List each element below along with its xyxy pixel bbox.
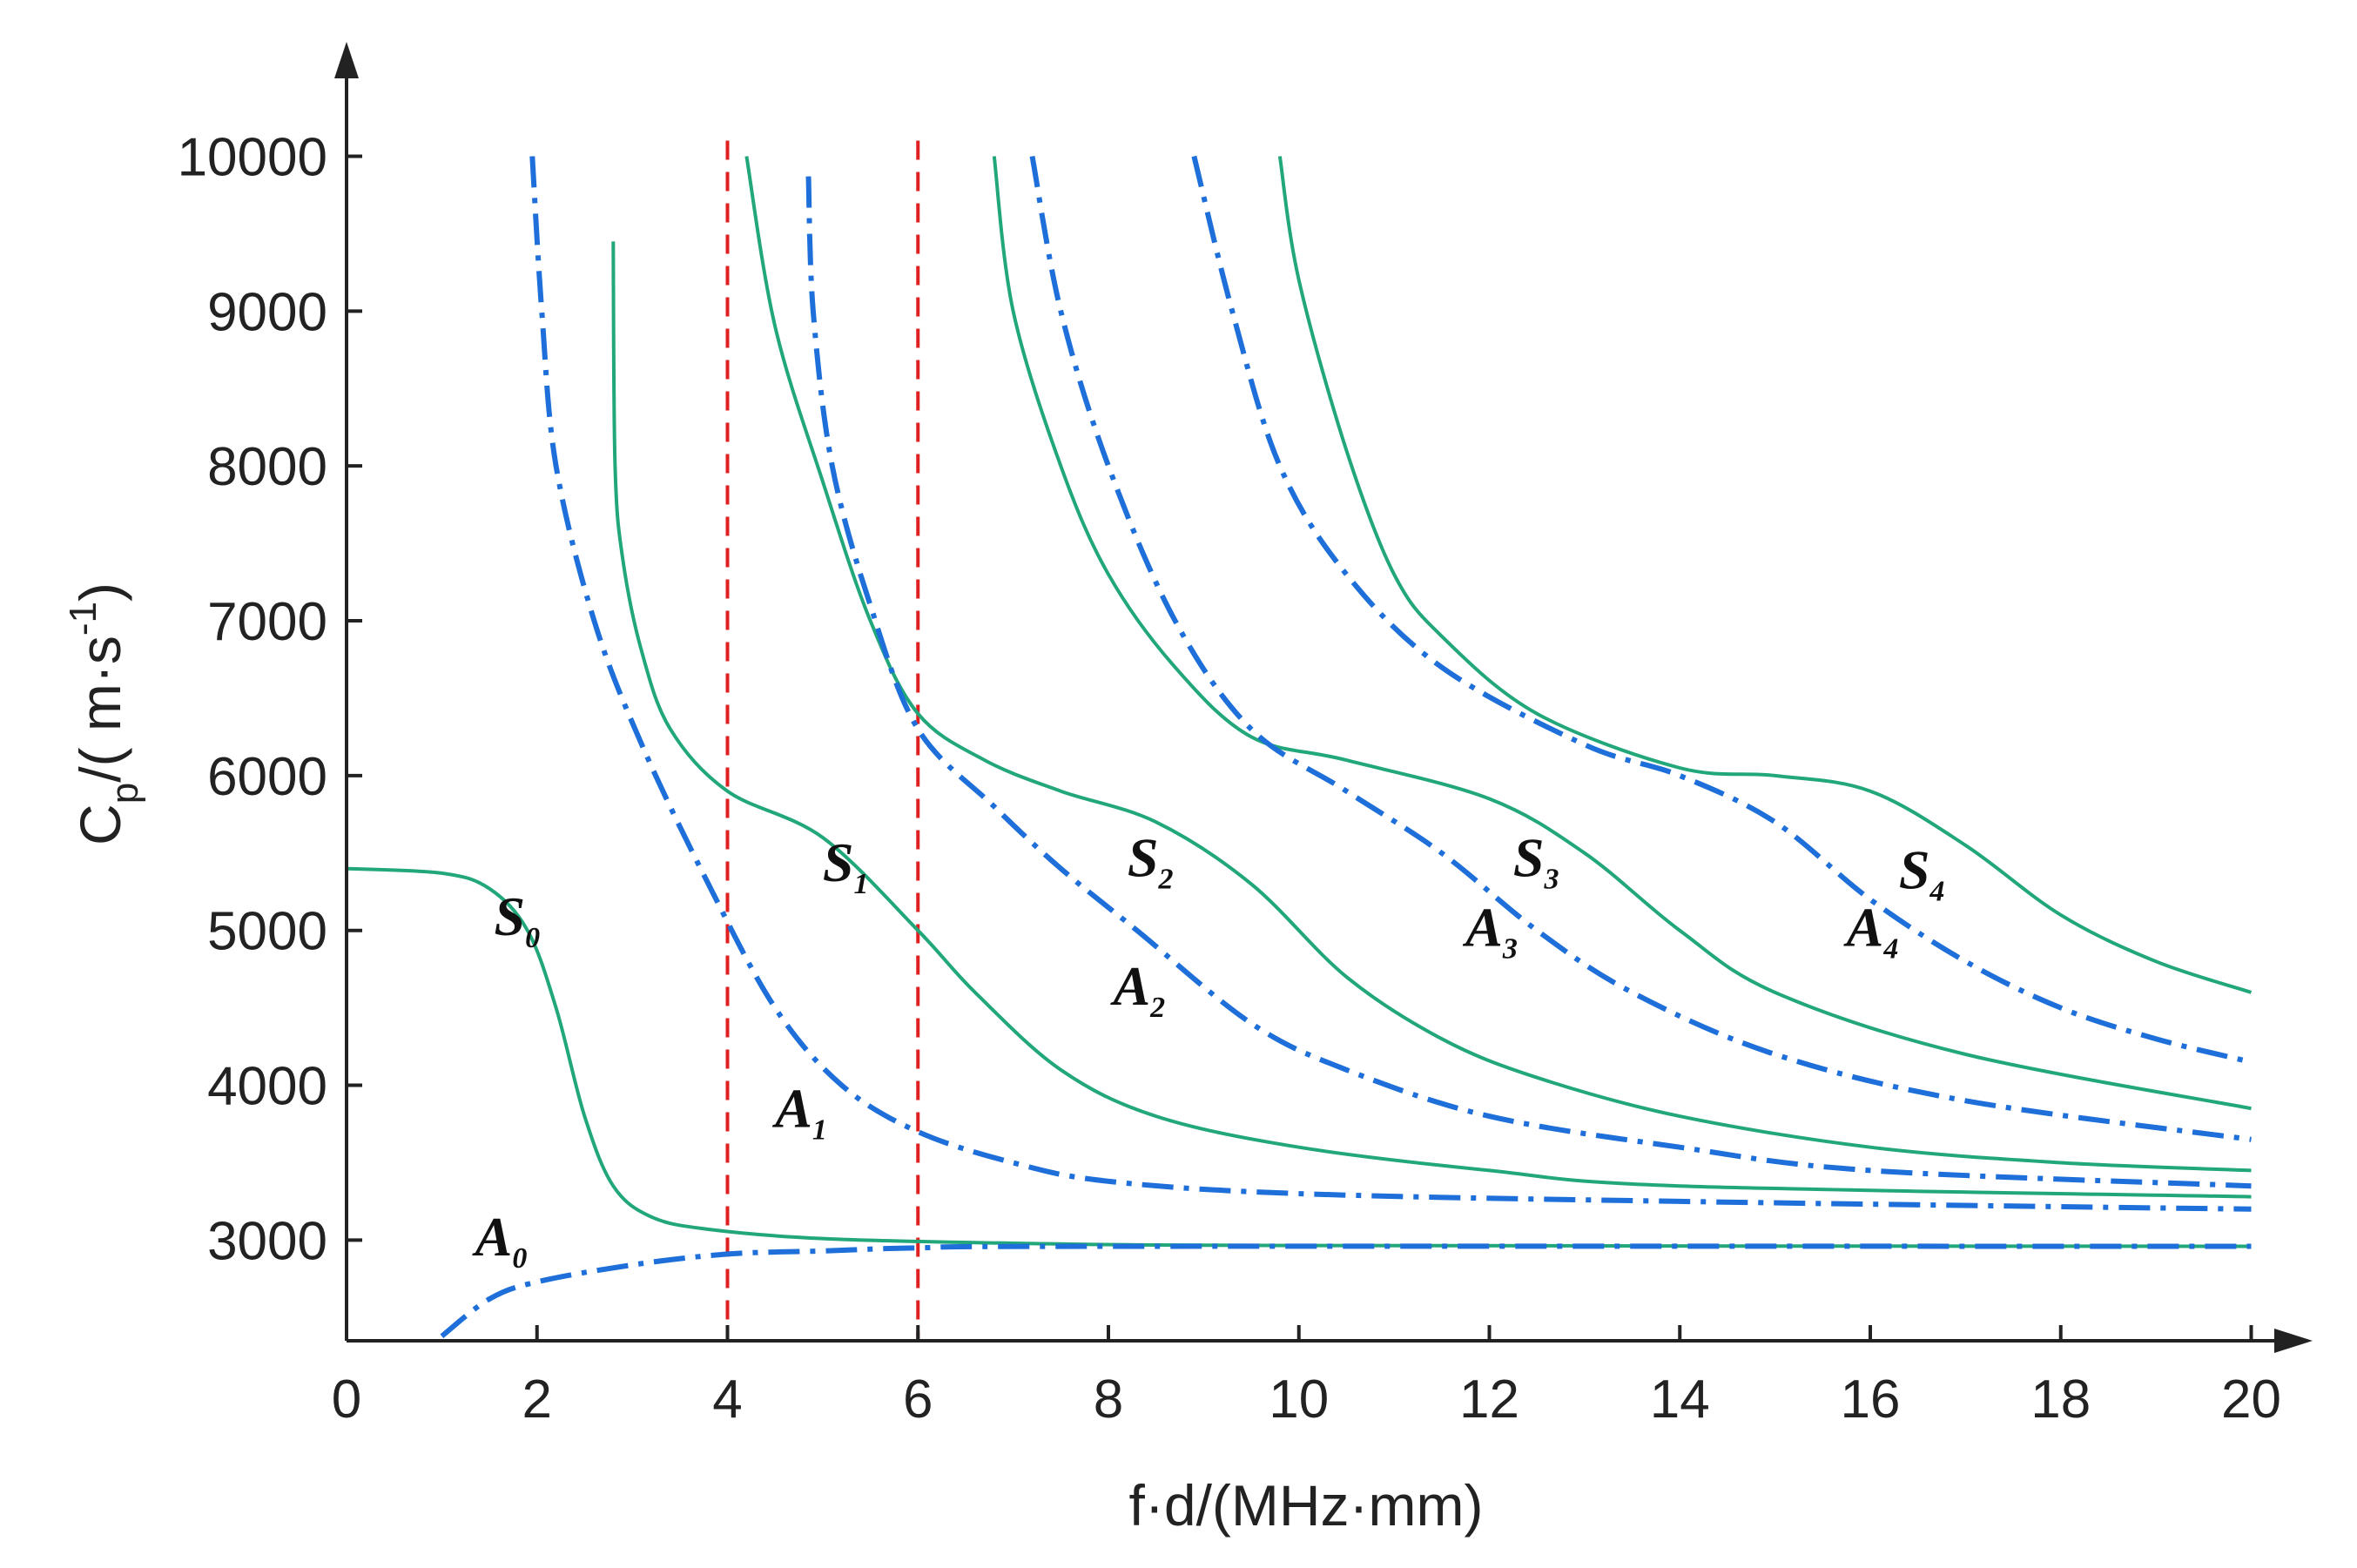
curve-s0	[347, 866, 2252, 1248]
curve-a0	[440, 1243, 2252, 1339]
y-tick-label: 8000	[207, 437, 327, 497]
mode-label-letter: A	[1109, 955, 1150, 1017]
mode-label-a0: A0	[472, 1206, 528, 1275]
y-tick-label: 4000	[207, 1057, 327, 1117]
mode-label-a2: A2	[1109, 955, 1165, 1024]
mode-label-s0: S0	[495, 885, 541, 954]
mode-label-letter: A	[771, 1078, 812, 1140]
mode-label-a1: A1	[771, 1078, 827, 1147]
mode-label-index: 1	[853, 868, 868, 900]
mode-label-letter: S	[823, 831, 854, 893]
x-tick-label: 6	[903, 1369, 933, 1430]
mode-label-letter: S	[495, 885, 526, 947]
mode-label-index: 1	[812, 1114, 827, 1147]
mode-label-letter: A	[1462, 896, 1503, 958]
mode-label-a4: A4	[1843, 896, 1899, 965]
y-axis-title-mid: /( m·s	[68, 636, 132, 783]
x-ticks: 0 2 4 6 8 10 12 14 16 18 20	[332, 1325, 2281, 1430]
mode-label-index: 0	[512, 1242, 527, 1275]
x-tick-label: 4	[712, 1369, 742, 1430]
x-tick-label: 10	[1269, 1369, 1329, 1430]
curve-s1	[611, 241, 2252, 1199]
y-axis-title: Cp/( m·s-1)	[62, 582, 146, 845]
curve-s2	[744, 156, 2252, 1173]
x-tick-label: 18	[2030, 1369, 2091, 1430]
curve-a3	[1029, 155, 2252, 1142]
y-tick-label: 9000	[207, 282, 327, 342]
mode-label-letter: A	[1843, 896, 1884, 958]
y-axis-arrow-icon	[334, 42, 359, 78]
mode-label-letter: S	[1899, 839, 1930, 901]
mode-label-letter: S	[1128, 826, 1159, 888]
x-tick-label: 8	[1094, 1369, 1123, 1430]
mode-label-index: 3	[1502, 932, 1518, 965]
x-tick-label: 2	[522, 1369, 552, 1430]
mode-label-index: 4	[1882, 932, 1898, 965]
axes	[334, 42, 2313, 1353]
mode-label-index: 3	[1543, 863, 1559, 895]
mode-label-s3: S3	[1513, 826, 1559, 895]
x-tick-label: 0	[332, 1369, 361, 1430]
y-tick-label: 5000	[207, 902, 327, 962]
mode-label-s1: S1	[823, 831, 869, 900]
x-tick-label: 14	[1650, 1369, 1710, 1430]
mode-label-index: 4	[1929, 876, 1944, 908]
mode-label-letter: S	[1513, 826, 1545, 888]
mode-label-letter: A	[472, 1206, 513, 1268]
x-axis-title: f·d/(MHz·mm)	[1129, 1473, 1484, 1538]
x-axis-arrow-icon	[2274, 1329, 2313, 1353]
y-tick-label: 3000	[207, 1211, 327, 1271]
reference-lines	[725, 140, 920, 1341]
y-tick-label: 10000	[178, 127, 327, 187]
curve-s3	[992, 156, 2252, 1111]
curve-a1	[529, 156, 2252, 1212]
curve-a4	[1191, 155, 2253, 1065]
y-axis-title-suffix: )	[68, 582, 132, 602]
x-tick-label: 16	[1841, 1369, 1901, 1430]
mode-label-s2: S2	[1128, 826, 1174, 895]
mode-label-index: 2	[1149, 992, 1165, 1024]
y-ticks: 3000 4000 5000 6000 7000 8000 9000 10000	[178, 127, 362, 1271]
y-axis-title-sub: p	[104, 783, 146, 804]
mode-label-s4: S4	[1899, 839, 1945, 908]
dispersion-curves	[347, 155, 2253, 1339]
y-tick-label: 7000	[207, 592, 327, 652]
x-tick-label: 20	[2221, 1369, 2281, 1430]
curve-s4	[1277, 156, 2253, 994]
mode-label-index: 0	[525, 922, 540, 954]
mode-label-a3: A3	[1462, 896, 1518, 965]
mode-label-index: 2	[1157, 863, 1173, 895]
y-tick-label: 6000	[207, 747, 327, 807]
curve-a2	[805, 176, 2252, 1189]
x-tick-label: 12	[1459, 1369, 1519, 1430]
y-axis-title-sup: -1	[62, 602, 104, 636]
y-axis-title-prefix: C	[68, 804, 132, 845]
